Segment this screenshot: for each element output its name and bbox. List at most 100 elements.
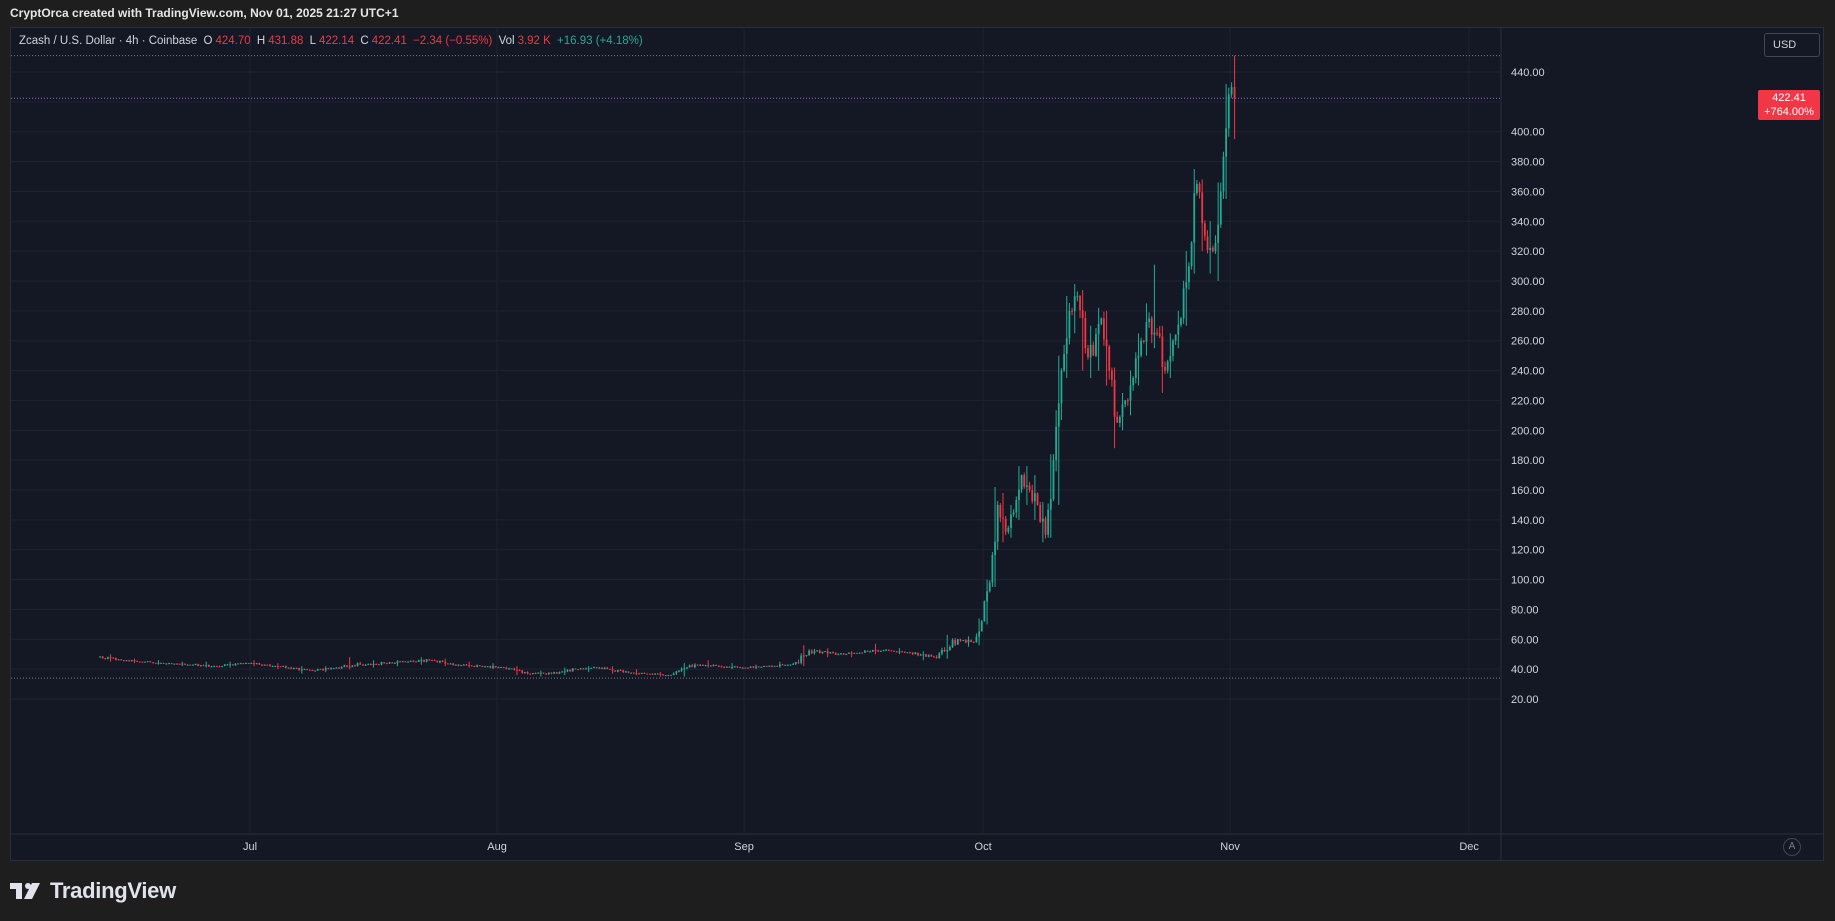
candle-body [399,661,401,663]
candle-body [441,660,444,662]
candle-body [412,660,415,662]
candle-body [160,662,162,664]
chart-panel[interactable]: 20.00 40.00 60.00 80.00 100.00 120.00 140.00 16… [10,27,1824,861]
candle-body [1068,310,1071,339]
candle-body [300,669,303,671]
candle-body [258,663,261,665]
candle-body [648,673,651,675]
candle-body [574,668,577,670]
candle-body [226,664,229,666]
candle-body [202,665,205,667]
candle-body [1140,340,1143,356]
candlestick-chart[interactable]: 20.00 40.00 60.00 80.00 100.00 120.00 140.00 16… [11,28,1823,860]
candle-body [757,666,760,668]
candle-body [1203,223,1206,237]
candle-body [773,665,776,667]
candle-body [675,671,678,674]
candle-body [967,639,970,643]
candle-body [146,661,149,663]
candle-body [1164,367,1166,371]
auto-scale-button[interactable]: A [1783,838,1801,856]
candle-body [539,672,542,674]
price-tick-label: 100.00 [1511,575,1545,587]
candle-body [779,664,781,667]
candle-body [104,658,107,660]
candle-body [959,639,962,641]
candle-body [606,667,609,669]
candle-body [165,663,168,665]
candle-body [513,668,516,670]
candle-body [659,673,662,675]
candle-body [1095,334,1097,356]
candle-body [1217,224,1220,243]
candle-body [322,669,324,671]
candle-body [951,640,954,648]
candle-body [1079,295,1081,311]
candle-body [401,661,404,663]
time-axis[interactable]: Jul Aug Sep Oct Nov Dec [243,841,1479,853]
candle-body [654,673,656,675]
symbol-name[interactable]: Zcash / U.S. Dollar · 4h · Coinbase [19,35,198,47]
candle-body [295,667,298,669]
price-tick-label: 20.00 [1511,694,1539,706]
candle-body [563,671,566,673]
price-tick-label: 220.00 [1511,395,1545,407]
currency-selector-button[interactable]: USD [1764,33,1820,57]
candle-body [367,663,370,665]
price-tick-label: 180.00 [1511,455,1545,467]
candle-body [678,670,680,672]
candle-body [200,665,202,667]
candle-body [598,667,601,669]
candle-body [1057,403,1060,427]
candle-body [107,657,109,660]
candle-body [136,660,139,662]
candle-body [1092,344,1095,356]
candle-body [447,663,449,665]
candle-body [752,666,755,668]
candle-body [404,661,407,663]
candle-body [709,665,712,667]
candle-body [359,663,362,665]
candle-body [561,671,564,673]
price-axis[interactable]: 20.00 40.00 60.00 80.00 100.00 120.00 140.00 16… [1511,67,1545,706]
tradingview-logo[interactable]: TradingView [10,878,176,904]
candle-body [1225,128,1228,157]
candle-body [518,669,521,671]
candle-body [1004,518,1007,532]
symbol-legend[interactable]: Zcash / U.S. Dollar · 4h · Coinbase O 424… [19,35,646,47]
candle-body [348,666,351,668]
price-tick-label: 40.00 [1511,664,1539,676]
tradingview-logo-icon [10,883,40,899]
candle-body [508,668,510,670]
candle-body [494,665,497,668]
candle-body [468,665,471,667]
candle-body [1156,332,1158,334]
candle-body [808,650,811,656]
candle-body [821,651,824,654]
candle-body [917,652,919,656]
candle-body [271,666,274,668]
candle-body [800,655,803,663]
candle-body [1071,310,1073,312]
candle-body [1142,340,1145,342]
candle-body [550,672,553,674]
candle-body [707,665,710,667]
candle-body [170,663,173,665]
candle-body [980,621,983,632]
candle-body [417,660,420,662]
candle-body [213,666,216,668]
candle-body [1126,400,1129,402]
candle-body [192,664,194,666]
candle-body [903,651,906,653]
candle-body [425,659,428,662]
candle-body [776,665,779,667]
candle-body [149,661,152,663]
candle-body [393,662,396,664]
candle-body [975,636,978,643]
candle-body [858,652,861,654]
candle-body [935,657,938,659]
price-tick-label: 440.00 [1511,67,1545,79]
candle-body [765,665,768,667]
candle-body [462,664,465,666]
time-tick-label: Dec [1459,841,1479,853]
